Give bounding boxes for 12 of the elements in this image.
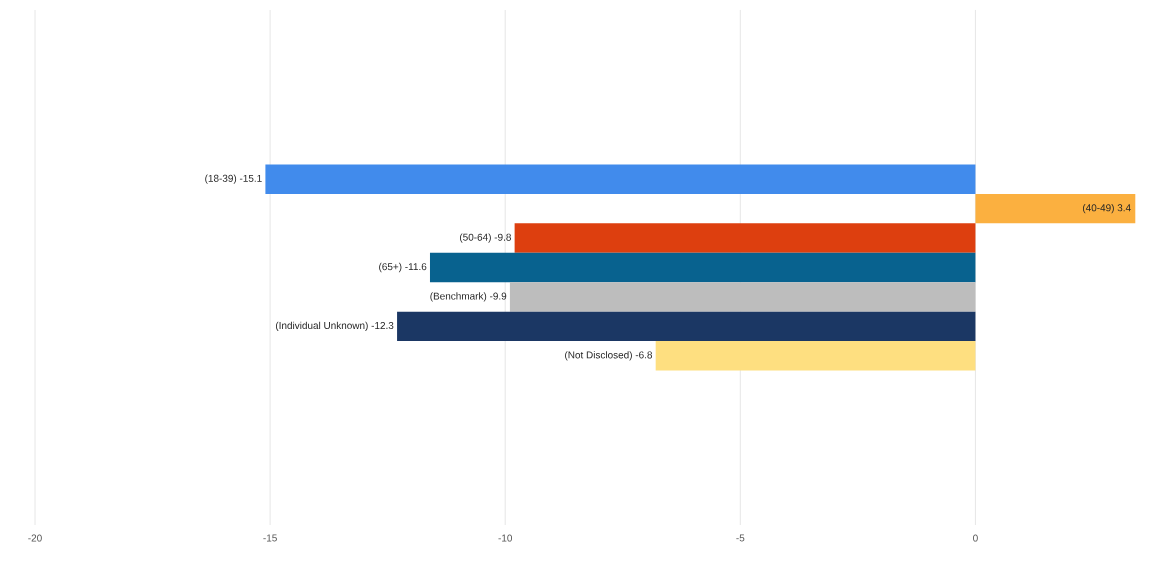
data-label: (Not Disclosed) -6.8 [565,351,653,361]
data-label: (65+) -11.6 [379,262,427,273]
x-tick-label: -5 [736,534,745,542]
data-label: (Individual Unknown) -12.3 [275,321,394,331]
x-tick-label: 0 [973,534,978,542]
x-tick-label: -10 [498,534,513,542]
data-label: (40-49) 3.4 [1082,204,1131,214]
data-label: (Benchmark) -9.9 [430,292,507,302]
x-tick-label: -15 [263,534,277,542]
data-label: (18-39) -15.1 [205,174,262,184]
data-label: (50-64) -9.8 [459,233,511,243]
x-tick-label: -20 [28,534,42,542]
